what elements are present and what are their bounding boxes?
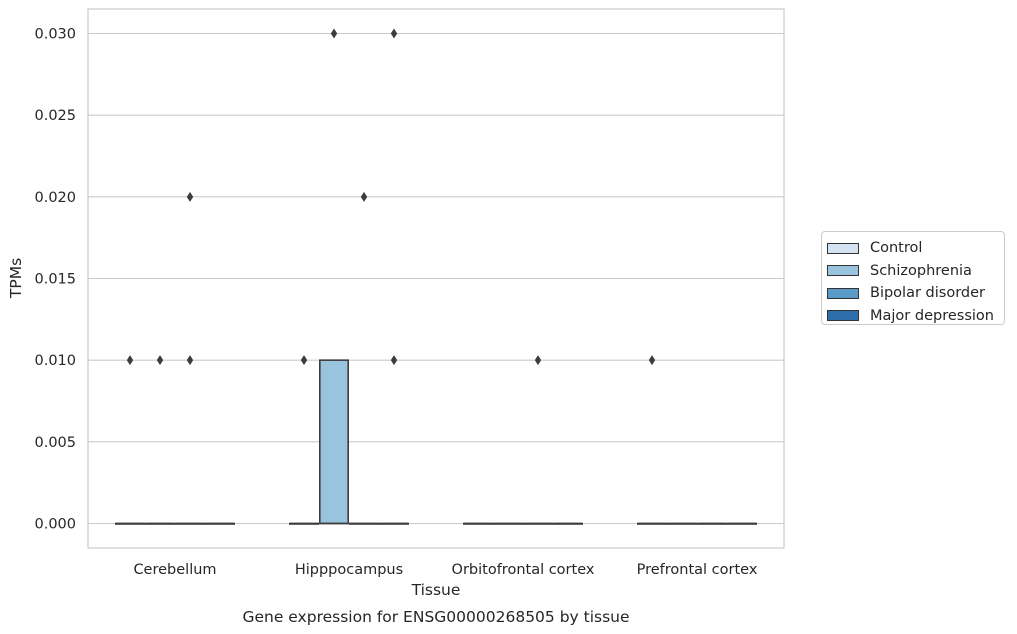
y-axis-title: TPMs (7, 258, 25, 299)
legend-swatch-bipolar-disorder (827, 287, 859, 299)
x-axis-title: Tissue (411, 581, 461, 599)
outlier-point (156, 355, 164, 366)
gridlines (88, 32, 784, 525)
box (492, 522, 523, 525)
x-tick-label: Cerebellum (133, 562, 216, 578)
outlier-point (186, 191, 194, 202)
box (378, 28, 409, 525)
legend-label-bipolar-disorder: Bipolar disorder (870, 285, 985, 302)
legend-item-control: Control (827, 237, 1004, 260)
y-tick-label: 0.030 (34, 27, 76, 43)
box (636, 355, 667, 525)
box (115, 355, 146, 525)
y-tick-label: 0.020 (34, 190, 76, 206)
box (205, 522, 236, 525)
outlier-point (360, 191, 368, 202)
box (348, 191, 379, 525)
legend-swatch-schizophrenia (827, 265, 859, 277)
y-tick-label: 0.000 (34, 517, 76, 533)
legend-label-control: Control (870, 240, 923, 257)
plot-frame (87, 8, 785, 549)
tick-labels: 0.000 0.005 0.010 0.015 0.020 0.025 0.030 Cereb… (34, 27, 757, 579)
outlier-point (126, 355, 134, 366)
x-tick-label: Hipppocampus (295, 562, 403, 578)
legend: Control Schizophrenia Bipolar disorder M… (821, 231, 1005, 325)
outlier-point (186, 355, 194, 366)
box (666, 522, 697, 525)
box (462, 522, 493, 525)
legend-label-schizophrenia: Schizophrenia (870, 262, 972, 279)
legend-label-major-depression: Major depression (870, 307, 994, 324)
y-tick-label: 0.015 (34, 272, 76, 288)
legend-item-bipolar-disorder: Bipolar disorder (827, 282, 1004, 305)
outlier-point (534, 355, 542, 366)
box (318, 28, 349, 525)
y-tick-label: 0.010 (34, 353, 76, 369)
y-tick-label: 0.005 (34, 435, 76, 451)
legend-swatch-major-depression (827, 310, 859, 322)
outlier-point (330, 28, 338, 39)
box (145, 355, 176, 525)
box (522, 355, 553, 525)
outlier-point (390, 355, 398, 366)
box (288, 355, 319, 525)
outlier-point (648, 355, 656, 366)
legend-item-major-depression: Major depression (827, 305, 1004, 328)
boxes (115, 28, 757, 525)
legend-item-schizophrenia: Schizophrenia (827, 260, 1004, 283)
box-body (318, 359, 349, 525)
chart-caption: Gene expression for ENSG00000268505 by t… (242, 608, 629, 626)
box (175, 191, 206, 525)
box (552, 522, 583, 525)
outlier-point (390, 28, 398, 39)
outlier-point (300, 355, 308, 366)
legend-swatch-control (827, 242, 859, 254)
box (696, 522, 727, 525)
x-tick-label: Orbitofrontal cortex (452, 562, 595, 578)
y-tick-label: 0.025 (34, 108, 76, 124)
x-tick-label: Prefrontal cortex (637, 562, 758, 578)
box (726, 522, 757, 525)
